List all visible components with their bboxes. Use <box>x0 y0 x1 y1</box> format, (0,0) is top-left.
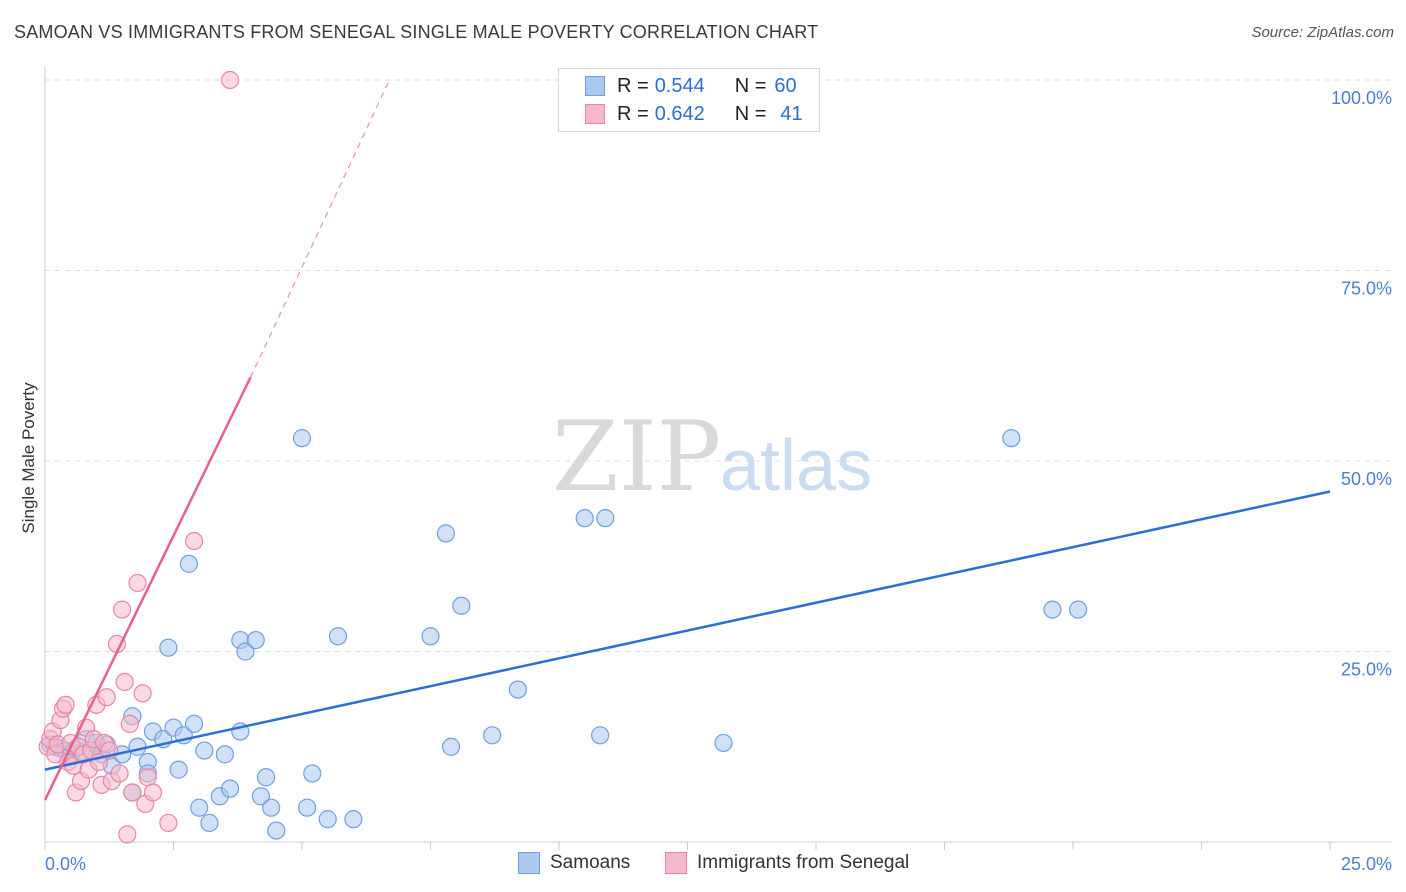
senegal-legend-label: Immigrants from Senegal <box>697 852 910 873</box>
series-legend: Samoans Immigrants from Senegal <box>0 852 1406 878</box>
samoans-point <box>1002 429 1021 448</box>
samoans-point <box>1043 600 1062 619</box>
y-tick-label: 50.0% <box>1341 469 1392 489</box>
legend-r-label: R = <box>617 74 649 97</box>
samoans-point <box>575 509 594 528</box>
samoans-point <box>318 810 337 829</box>
samoans-point <box>236 642 255 661</box>
legend-swatch-senegal <box>585 104 605 124</box>
legend-swatch-samoans <box>585 76 605 96</box>
y-tick-label: 75.0% <box>1341 279 1392 299</box>
samoans-point <box>298 798 317 817</box>
samoans-point <box>292 429 312 448</box>
senegal-trend-extrapolation <box>250 79 390 378</box>
samoans-point <box>159 638 178 657</box>
samoans-point <box>256 768 276 787</box>
samoans-point <box>169 760 188 779</box>
correlation-legend: R = 0.544 N = 60 R = 0.642 N = 41 <box>558 68 820 132</box>
senegal-point <box>118 825 137 844</box>
samoans-swatch <box>518 852 540 874</box>
samoans-point <box>591 726 610 745</box>
samoans-point <box>179 554 199 573</box>
senegal-point <box>110 764 129 783</box>
senegal-point <box>133 684 152 703</box>
x-tick-label: 25.0% <box>1341 854 1392 874</box>
samoans-point <box>452 596 471 615</box>
senegal-point <box>123 783 142 802</box>
senegal-point <box>115 672 134 692</box>
senegal-point <box>112 600 132 619</box>
samoans-point <box>215 745 234 764</box>
samoans-point <box>303 764 322 783</box>
samoans-point <box>195 741 214 760</box>
samoans-legend-label: Samoans <box>550 852 631 873</box>
senegal-point <box>220 70 240 90</box>
samoans-point <box>483 726 502 745</box>
samoans-point <box>508 680 527 699</box>
samoans-point <box>251 787 270 806</box>
legend-n-label: N = <box>734 74 767 97</box>
senegal-point <box>56 695 75 714</box>
samoans-point <box>436 524 456 543</box>
samoans-point <box>190 798 209 817</box>
y-tick-label: 25.0% <box>1341 660 1392 680</box>
legend-r-value: 0.544 <box>654 74 705 97</box>
samoans-point <box>421 627 440 646</box>
samoans-point <box>128 737 147 756</box>
watermark-atlas: atlas <box>720 426 872 506</box>
axes <box>44 66 1392 850</box>
source-credit: Source: ZipAtlas.com <box>1251 24 1394 41</box>
tick-labels: 25.0% 50.0% 75.0% 100.0% 0.0% 25.0% <box>45 88 1392 874</box>
samoans-point <box>441 737 461 756</box>
legend-r-label: R = <box>617 102 649 125</box>
legend-row-senegal: R = 0.642 N = 41 <box>559 100 803 128</box>
samoans-point <box>246 630 265 650</box>
samoans-point <box>714 733 733 753</box>
samoans-point <box>344 810 363 829</box>
samoans-point <box>200 813 219 833</box>
y-axis-label: Single Male Poverty <box>19 382 38 534</box>
samoans-trend-line <box>44 490 1331 771</box>
legend-n-label: N = <box>734 102 767 125</box>
x-tick-label: 0.0% <box>45 854 86 874</box>
legend-n-value: 60 <box>774 74 797 97</box>
y-tick-label: 100.0% <box>1331 88 1392 108</box>
watermark-zip: ZIP <box>552 401 721 513</box>
samoans-point <box>267 821 286 840</box>
legend-item-senegal[interactable]: Immigrants from Senegal <box>665 852 909 874</box>
trend-lines <box>43 79 1331 801</box>
watermark: ZIP atlas <box>552 401 872 513</box>
senegal-point <box>138 768 157 787</box>
samoans-point <box>328 627 348 646</box>
senegal-point <box>184 531 204 551</box>
senegal-trend-line <box>43 376 252 801</box>
samoans-point <box>596 509 615 528</box>
senegal-point <box>97 688 116 707</box>
legend-n-value: 41 <box>780 102 803 125</box>
senegal-point <box>128 573 147 593</box>
samoans-point <box>1069 600 1088 619</box>
legend-r-value: 0.642 <box>654 102 705 125</box>
senegal-point <box>120 714 139 733</box>
senegal-swatch <box>665 852 687 874</box>
legend-item-samoans[interactable]: Samoans <box>518 852 630 874</box>
senegal-point <box>143 783 163 802</box>
chart-title: SAMOAN VS IMMIGRANTS FROM SENEGAL SINGLE… <box>14 22 819 42</box>
grid <box>45 79 1392 652</box>
senegal-point <box>159 813 178 833</box>
samoans-point <box>184 714 204 733</box>
samoans-point <box>220 779 240 798</box>
samoans-point <box>262 798 281 817</box>
legend-row-samoans: R = 0.544 N = 60 <box>559 72 797 100</box>
